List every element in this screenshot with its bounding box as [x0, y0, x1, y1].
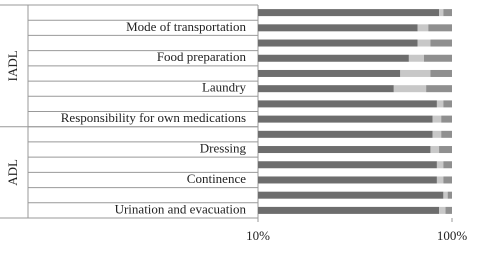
bar-segment — [439, 206, 446, 214]
bar-segment — [423, 54, 452, 62]
bar-segment — [258, 39, 418, 47]
group-label: IADL — [5, 50, 20, 81]
bar-segment — [430, 146, 440, 154]
bar-segment — [441, 115, 452, 123]
bar-segment — [258, 54, 409, 62]
bar-segment — [400, 69, 431, 77]
bar-segment — [441, 130, 452, 138]
group-label: ADL — [5, 159, 20, 186]
bar-segment — [258, 146, 431, 154]
bar-segment — [443, 9, 452, 17]
category-label: Dressing — [200, 141, 247, 156]
bar-segment — [432, 115, 442, 123]
bar-segment — [443, 161, 452, 169]
bar-segment — [258, 115, 433, 123]
category-label: Food preparation — [157, 49, 247, 64]
x-tick-label: 100% — [437, 228, 468, 243]
bar-segment — [443, 176, 452, 184]
bar-segment — [417, 24, 429, 32]
bar-segment — [408, 54, 424, 62]
bar-segment — [258, 85, 394, 93]
bar-segment — [430, 39, 452, 47]
bar-segment — [436, 176, 444, 184]
bar-segment — [443, 191, 448, 199]
bar-segment — [430, 69, 452, 77]
bar-segment — [393, 85, 427, 93]
bar-segment — [432, 130, 442, 138]
bar-segment — [258, 176, 437, 184]
category-label: Responsibility for own medications — [61, 110, 246, 125]
bar-segment — [426, 85, 452, 93]
bar-segment — [258, 9, 440, 17]
bar-segment — [439, 146, 452, 154]
category-label: Laundry — [202, 80, 247, 95]
bar-segment — [443, 100, 452, 108]
bar-segment — [258, 69, 401, 77]
bar-segment — [436, 100, 444, 108]
category-label: Urination and evacuation — [115, 201, 247, 216]
x-tick-label: 10% — [246, 228, 270, 243]
category-label: Continence — [187, 171, 246, 186]
category-label: Mode of transportation — [126, 19, 246, 34]
bar-segment — [258, 191, 444, 199]
bar-segment — [445, 206, 452, 214]
bar-segment — [439, 9, 444, 17]
bar-segment — [258, 161, 437, 169]
bar-segment — [447, 191, 452, 199]
bar-segment — [436, 161, 444, 169]
bar-segment — [417, 39, 431, 47]
bar-segment — [428, 24, 452, 32]
bar-segment — [258, 130, 433, 138]
bar-segment — [258, 206, 440, 214]
bar-segment — [258, 24, 418, 32]
bar-segment — [258, 100, 437, 108]
